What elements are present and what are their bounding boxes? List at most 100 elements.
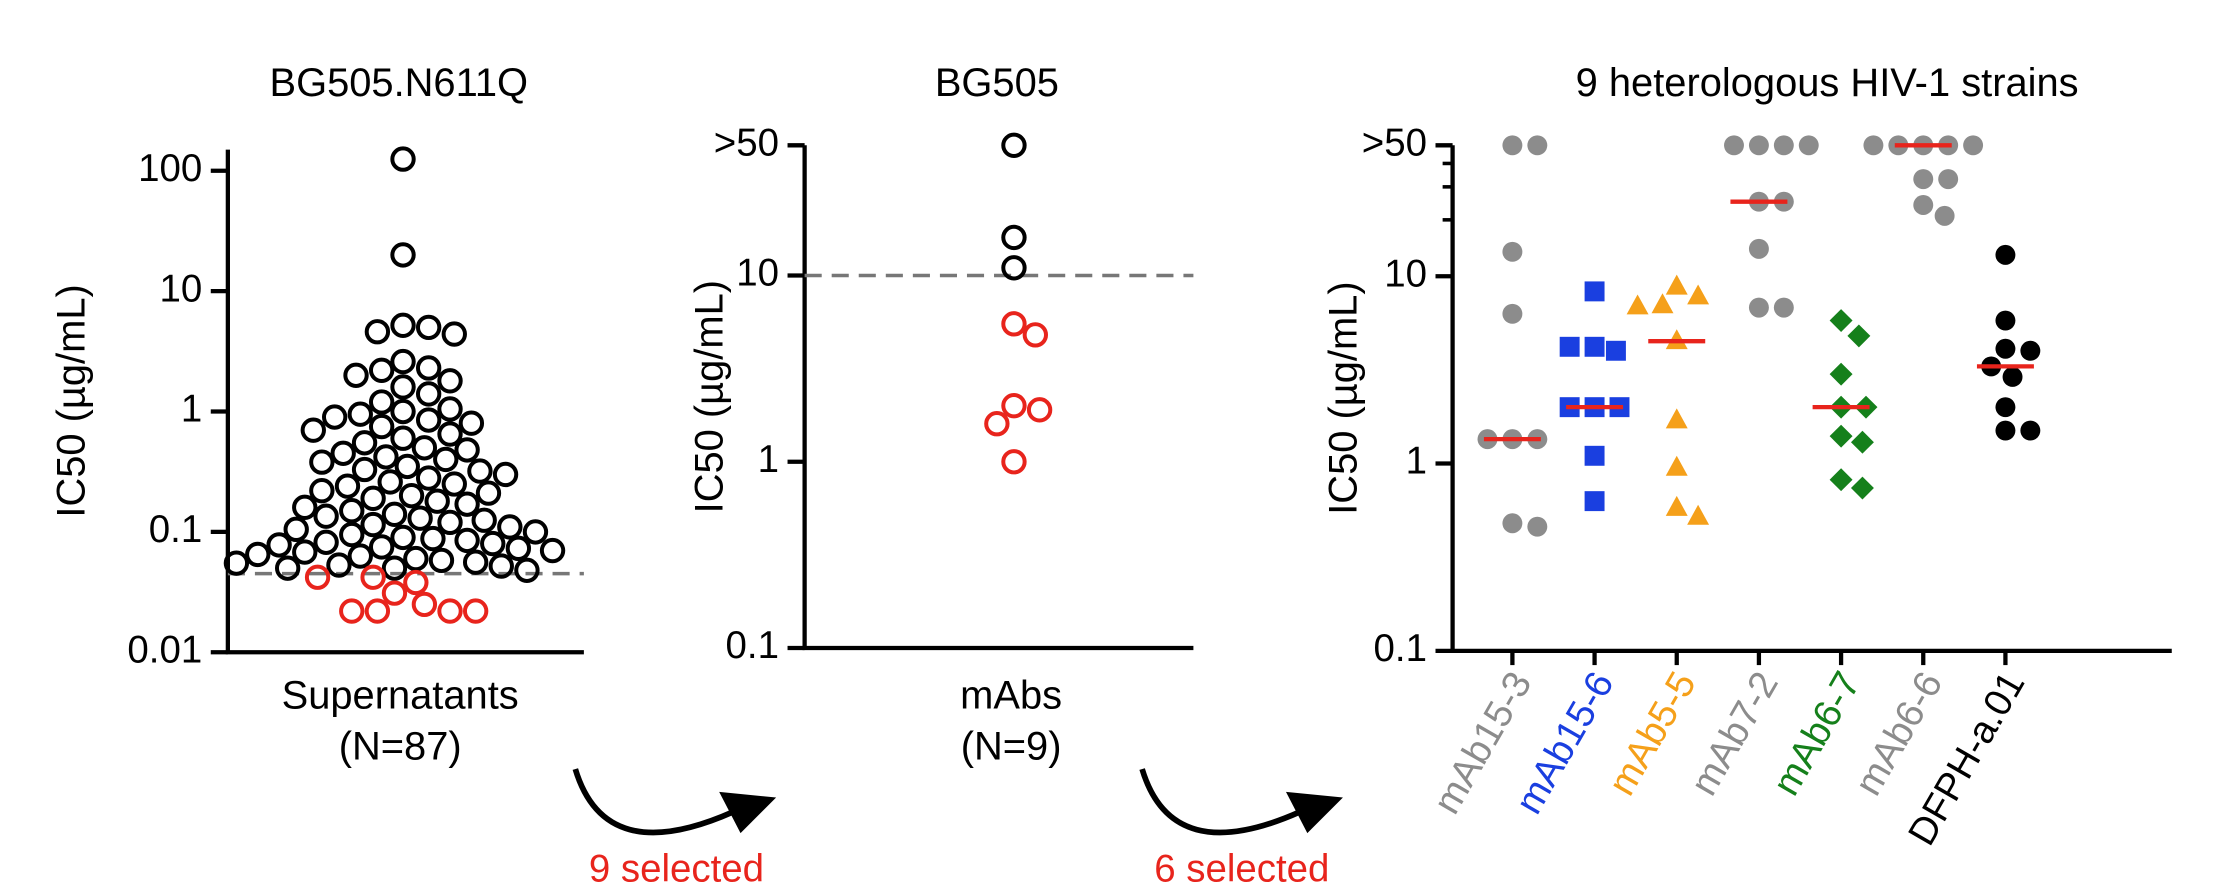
point (415, 314, 442, 341)
point (1527, 516, 1548, 537)
point (1665, 495, 1688, 516)
point (1527, 135, 1548, 156)
point (458, 410, 485, 436)
point (1502, 303, 1523, 324)
point (415, 465, 442, 491)
point (1773, 135, 1794, 156)
point (398, 482, 425, 509)
point (292, 494, 318, 521)
point (1584, 491, 1605, 512)
point (360, 511, 386, 538)
point (347, 543, 373, 569)
point (1995, 397, 2016, 418)
point (1748, 238, 1769, 259)
point (522, 519, 549, 545)
point (339, 598, 365, 624)
point (313, 529, 339, 555)
point (415, 381, 442, 407)
point (2002, 366, 2023, 387)
point (471, 507, 497, 533)
point (2020, 340, 2041, 361)
point (1665, 274, 1688, 295)
x-axis-label: (N=87) (339, 725, 462, 769)
y-tick-label: 0.1 (149, 508, 202, 551)
point (407, 505, 433, 531)
y-tick-label: >50 (1362, 121, 1427, 164)
y-tick-label: >50 (714, 121, 779, 164)
point (304, 564, 331, 590)
arrow-curve (1139, 768, 1302, 836)
point (390, 374, 416, 400)
point (428, 547, 455, 574)
point (339, 521, 365, 548)
point (1829, 362, 1853, 386)
point (415, 407, 442, 433)
point (1995, 420, 2016, 441)
point (1913, 169, 1934, 190)
point (1022, 322, 1049, 348)
point (330, 440, 356, 466)
point (1605, 340, 1626, 361)
point (1748, 297, 1769, 318)
point (454, 437, 480, 463)
point (309, 449, 335, 475)
y-tick-label: 10 (1384, 252, 1427, 295)
point (1026, 397, 1053, 423)
point (462, 549, 489, 575)
annotation: 9 selected (589, 848, 764, 891)
point (245, 541, 271, 568)
y-tick-label: 1 (758, 438, 779, 481)
point (390, 524, 416, 551)
point (351, 456, 378, 483)
point (390, 348, 416, 375)
point (1559, 336, 1580, 357)
point (339, 498, 365, 524)
point (390, 242, 416, 268)
point (381, 501, 408, 527)
y-tick-label: 0.1 (1374, 627, 1427, 670)
point (462, 598, 489, 624)
point (437, 509, 463, 536)
point (1995, 310, 2016, 331)
point (415, 355, 442, 381)
point (343, 362, 369, 388)
point (334, 473, 361, 499)
point (1847, 324, 1871, 348)
point (1665, 408, 1688, 429)
point (1001, 449, 1027, 475)
point (351, 430, 378, 456)
point (1934, 205, 1955, 226)
point (1773, 297, 1794, 318)
y-tick-label: 0.1 (726, 624, 779, 667)
y-tick-label: 10 (159, 267, 202, 310)
point (505, 535, 532, 562)
point (360, 485, 386, 512)
y-axis-label: IC50 (µg/mL) (1321, 281, 1365, 514)
y-tick-label: 1 (181, 388, 202, 431)
point (381, 555, 408, 581)
point (283, 516, 309, 543)
y-tick-label: 100 (138, 147, 202, 190)
point (1938, 169, 1959, 190)
arrow-1 (572, 768, 735, 836)
point (266, 532, 292, 558)
arrow-head (719, 791, 777, 834)
chart-title: 9 heterologous HIV-1 strains (1576, 61, 2079, 105)
point (1963, 135, 1984, 156)
y-tick-label: 0.01 (127, 628, 202, 671)
point (411, 591, 438, 618)
point (381, 580, 408, 606)
arrow-head (1285, 791, 1343, 834)
point (223, 550, 250, 576)
point (364, 319, 391, 345)
point (437, 368, 463, 394)
point (1724, 135, 1744, 156)
point (326, 552, 352, 578)
x-axis-label: (N=9) (961, 725, 1062, 769)
point (480, 530, 506, 557)
point (368, 534, 395, 560)
point (420, 525, 446, 552)
point (390, 398, 416, 425)
x-axis-label: Supernatants (282, 673, 519, 717)
